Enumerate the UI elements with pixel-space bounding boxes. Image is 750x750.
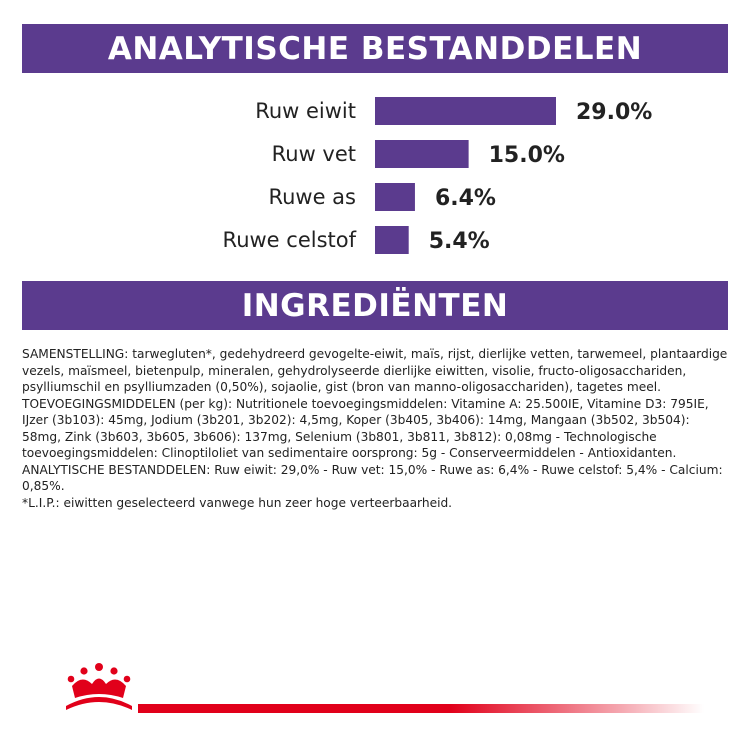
analytical-header-title: ANALYTISCHE BESTANDDELEN — [107, 30, 643, 67]
ingredients-text: SAMENSTELLING: tarwegluten*, gedehydreer… — [22, 346, 728, 511]
bar — [375, 97, 556, 125]
bar-category-label: Ruw eiwit — [255, 99, 356, 123]
bar-value-label: 29.0% — [576, 100, 652, 125]
ingredients-header: INGREDIËNTEN — [22, 281, 728, 330]
bar — [375, 140, 469, 168]
bar-category-label: Ruwe celstof — [223, 228, 357, 252]
bar — [375, 183, 415, 211]
bar-category-label: Ruw vet — [272, 142, 356, 166]
footer-red-line — [138, 704, 704, 713]
bar-value-label: 5.4% — [429, 229, 490, 254]
ingredients-additives: TOEVOEGINGSMIDDELEN (per kg): Nutritione… — [22, 396, 709, 461]
analytical-header: ANALYTISCHE BESTANDDELEN — [22, 24, 728, 73]
royal-canin-crown-icon — [66, 663, 132, 710]
bar-value-label: 6.4% — [435, 186, 496, 211]
bar-category-label: Ruwe as — [268, 185, 356, 209]
bar — [375, 226, 409, 254]
ingredients-header-title: INGREDIËNTEN — [241, 287, 509, 324]
analytical-bar-chart: Ruw eiwit 29.0% Ruw vet 15.0% Ruwe as 6.4% Ruw… — [223, 97, 652, 254]
ingredients-analytical: ANALYTISCHE BESTANDDELEN: Ruw eiwit: 29,… — [22, 462, 723, 494]
ingredients-composition: SAMENSTELLING: tarwegluten*, gedehydreer… — [22, 347, 728, 394]
ingredients-footnote: *L.I.P.: eiwitten geselecteerd vanwege h… — [22, 495, 453, 510]
bar-value-label: 15.0% — [489, 143, 565, 168]
